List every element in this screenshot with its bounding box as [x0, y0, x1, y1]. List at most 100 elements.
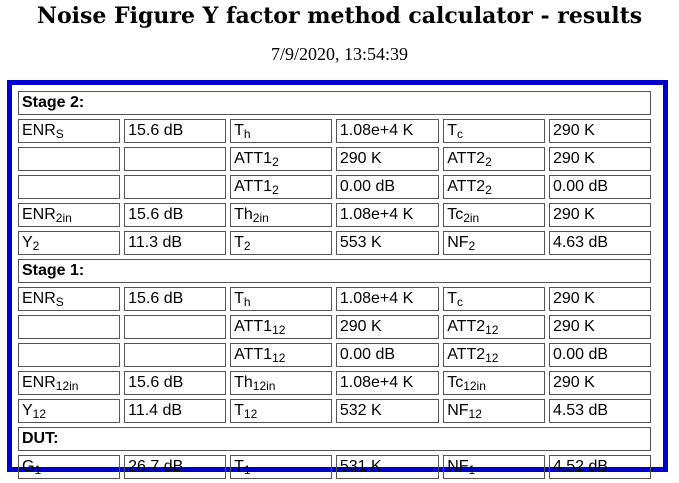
- param-subscript: 12: [468, 407, 482, 421]
- param-value-cell: 290 K: [335, 315, 440, 339]
- param-value-cell: 15.6 dB: [124, 287, 227, 311]
- param-label-cell: Th: [230, 287, 332, 311]
- param-label: ATT2: [447, 150, 486, 167]
- param-value-cell: 11.4 dB: [124, 399, 227, 423]
- param-label-cell: Th: [230, 119, 332, 143]
- param-value: 1.08e+4 K: [339, 290, 414, 307]
- param-label-cell: NF2: [443, 231, 545, 255]
- param-subscript: 1: [468, 463, 476, 477]
- param-subscript: 2in: [252, 211, 269, 225]
- param-label: ATT2: [447, 318, 486, 335]
- param-subscript: S: [55, 127, 64, 141]
- param-value: 1.08e+4 K: [339, 122, 414, 139]
- param-value-cell: 0.00 dB: [548, 343, 651, 367]
- param-value-cell: 290 K: [548, 203, 651, 227]
- param-label-cell: Th12in: [230, 371, 332, 395]
- param-label: ATT1: [234, 150, 273, 167]
- param-label-cell: ATT112: [230, 343, 332, 367]
- param-subscript: 12in: [463, 379, 486, 393]
- param-value: 290 K: [552, 318, 595, 335]
- param-subscript: 2: [485, 155, 492, 169]
- param-value: 1.08e+4 K: [339, 374, 414, 391]
- param-label: T: [234, 402, 244, 419]
- param-label-cell: Tc: [443, 119, 545, 143]
- section-heading: Stage 1:: [18, 259, 651, 283]
- param-value-cell: 4.52 dB: [548, 455, 651, 479]
- param-value: 532 K: [339, 402, 382, 419]
- param-subscript: 2: [272, 183, 279, 197]
- param-value-cell: 0.00 dB: [548, 175, 651, 199]
- param-label-cell: ATT212: [443, 315, 545, 339]
- param-value: 531 K: [339, 458, 382, 475]
- param-value: 290 K: [339, 318, 382, 335]
- param-value-cell: 531 K: [335, 455, 440, 479]
- param-label-cell: T1: [230, 455, 332, 479]
- param-subscript: 2: [485, 183, 492, 197]
- param-value: 4.52 dB: [552, 458, 609, 475]
- param-label-cell: ENRS: [18, 119, 121, 143]
- table-row: ATT12 290 K ATT22 290 K: [18, 147, 651, 171]
- param-label: T: [234, 458, 244, 475]
- param-label-cell: Tc: [443, 287, 545, 311]
- param-subscript: c: [456, 127, 463, 141]
- param-subscript: 12: [485, 351, 499, 365]
- param-value-cell: 0.00 dB: [335, 343, 440, 367]
- param-subscript: h: [243, 295, 251, 309]
- param-label-cell: ATT212: [443, 343, 545, 367]
- param-label-cell: [18, 147, 121, 171]
- param-value: 290 K: [552, 374, 595, 391]
- param-label-cell: ENRS: [18, 287, 121, 311]
- param-label-cell: [18, 175, 121, 199]
- param-value: 4.53 dB: [552, 402, 609, 419]
- param-value: 1.08e+4 K: [339, 206, 414, 223]
- param-value: 0.00 dB: [339, 178, 396, 195]
- param-subscript: S: [55, 295, 64, 309]
- table-row: Y12 11.4 dB T12 532 K NF12 4.53 dB: [18, 399, 651, 423]
- param-label: ATT1: [234, 346, 273, 363]
- param-subscript: 2: [243, 239, 251, 253]
- param-label: T: [447, 290, 457, 307]
- param-value: 290 K: [552, 122, 595, 139]
- results-frame: Stage 2: ENRS 15.6 dB Th 1.08e+4 K Tc 290 K ATT…: [7, 80, 668, 479]
- param-label: ATT2: [447, 178, 486, 195]
- param-label-cell: NF1: [443, 455, 545, 479]
- param-label-cell: T2: [230, 231, 332, 255]
- param-label-cell: ENR12in: [18, 371, 121, 395]
- param-value-cell: 4.63 dB: [548, 231, 651, 255]
- param-label-cell: Y12: [18, 399, 121, 423]
- param-value: 553 K: [339, 234, 382, 251]
- param-value-cell: 290 K: [548, 119, 651, 143]
- table-row: ENRS 15.6 dB Th 1.08e+4 K Tc 290 K: [18, 287, 651, 311]
- param-value: 290 K: [552, 150, 595, 167]
- param-value-cell: 15.6 dB: [124, 119, 227, 143]
- param-subscript: 2: [468, 239, 476, 253]
- param-value: 15.6 dB: [128, 206, 184, 223]
- param-value: 26.7 dB: [128, 458, 184, 475]
- param-value-cell: 1.08e+4 K: [335, 287, 440, 311]
- param-value-cell: 290 K: [548, 287, 651, 311]
- param-value: 290 K: [552, 206, 595, 223]
- param-label: T: [234, 290, 244, 307]
- param-subscript: 12: [272, 323, 286, 337]
- param-label-cell: ATT22: [443, 147, 545, 171]
- table-row: ENRS 15.6 dB Th 1.08e+4 K Tc 290 K: [18, 119, 651, 143]
- param-subscript: 2: [32, 239, 40, 253]
- param-label-cell: ATT22: [443, 175, 545, 199]
- section-heading: Stage 2:: [18, 91, 651, 115]
- param-label-cell: NF12: [443, 399, 545, 423]
- param-value-cell: 290 K: [335, 147, 440, 171]
- param-value: 290 K: [339, 150, 382, 167]
- param-label: ATT1: [234, 318, 273, 335]
- param-label-cell: T12: [230, 399, 332, 423]
- param-subscript: 12: [243, 407, 258, 421]
- section-header-row: DUT:: [18, 427, 651, 451]
- param-label-cell: Y2: [18, 231, 121, 255]
- results-table: Stage 2: ENRS 15.6 dB Th 1.08e+4 K Tc 290 K ATT…: [14, 87, 655, 483]
- param-label: ENR: [22, 290, 56, 307]
- section-header-row: Stage 2:: [18, 91, 651, 115]
- param-label-cell: ENR2in: [18, 203, 121, 227]
- param-value: 0.00 dB: [552, 346, 609, 363]
- param-subscript: 2: [272, 155, 279, 169]
- param-value-cell: [124, 175, 227, 199]
- param-value-cell: 1.08e+4 K: [335, 203, 440, 227]
